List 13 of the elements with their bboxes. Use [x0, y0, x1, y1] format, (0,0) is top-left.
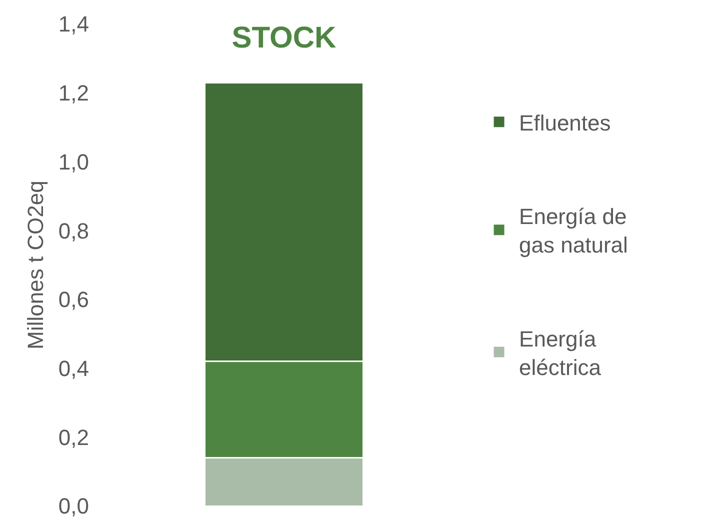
y-tick-label: 0,0: [58, 494, 89, 519]
legend-label: Energía de gas natural: [519, 204, 628, 258]
y-tick-label: 0,8: [58, 218, 89, 244]
y-tick-label: 1,0: [58, 149, 89, 174]
y-tick-label: 1,2: [58, 80, 89, 106]
legend-label: Efluentes: [519, 110, 611, 136]
y-axis-title: Millones t CO2eq: [23, 180, 48, 350]
legend-label: Energía eléctrica: [519, 326, 602, 380]
y-tick-label: 0,6: [58, 287, 89, 312]
y-tick-label: 0,2: [58, 424, 89, 450]
y-tick-label: 1,4: [58, 12, 89, 37]
chart-title: STOCK: [232, 22, 337, 55]
y-tick-label: 0,4: [58, 356, 89, 381]
